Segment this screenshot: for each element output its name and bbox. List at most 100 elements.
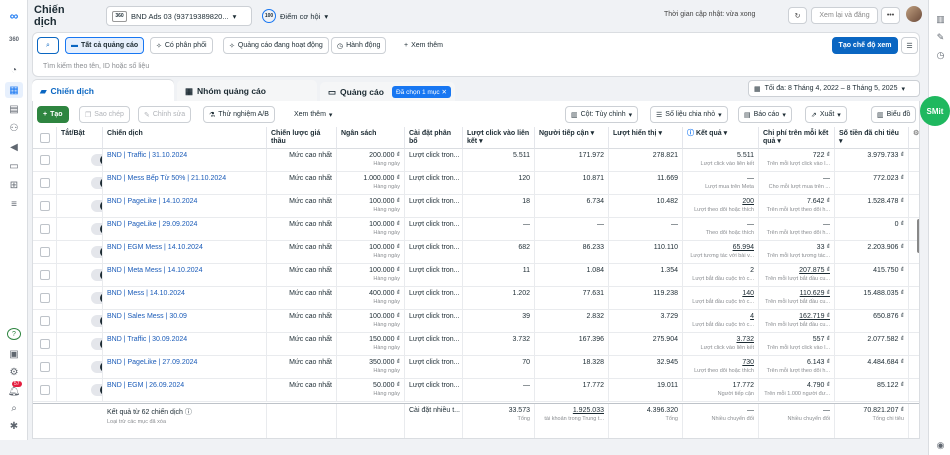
refresh-button[interactable]: ↻	[788, 7, 807, 24]
row-checkbox[interactable]	[40, 339, 50, 349]
export-button[interactable]: ⇗ Xuất ▾	[805, 106, 847, 123]
smit-floating-button[interactable]: SMit	[920, 96, 950, 126]
meta-logo-icon[interactable]: ∞	[9, 9, 19, 23]
header-attribution[interactable]: Cài đặt phân bổ	[405, 127, 463, 149]
filter-see-more[interactable]: + Xem thêm	[399, 37, 448, 54]
row-checkbox[interactable]	[40, 385, 50, 395]
create-button[interactable]: + Tạo	[37, 106, 69, 123]
on-off-toggle[interactable]	[91, 292, 102, 304]
reports-button[interactable]: ▤ Báo cáo ▾	[738, 106, 792, 123]
table-row[interactable]: BND | Mess Bếp Từ 50% | 21.10.2024 Mức ca…	[33, 172, 919, 195]
clock-icon[interactable]: ◷	[936, 50, 945, 60]
search-icon[interactable]: ⌕	[11, 402, 17, 414]
table-row[interactable]: BND | PageLike | 29.09.2024 Mức cao nhất 1…	[33, 218, 919, 241]
header-impressions[interactable]: Lượt hiển thị ▾	[609, 127, 683, 149]
row-checkbox[interactable]	[40, 362, 50, 372]
header-link-clicks[interactable]: Lượt click vào liên kết ▾	[463, 127, 535, 149]
date-range-picker[interactable]: ▦ Tối đa: 8 Tháng 4, 2022 – 8 Tháng 5, 20…	[748, 80, 920, 97]
pages-icon[interactable]: ▤	[9, 103, 19, 115]
table-row[interactable]: BND | PageLike | 14.10.2024 Mức cao nhất 1…	[33, 195, 919, 218]
on-off-toggle[interactable]	[91, 200, 102, 212]
header-budget[interactable]: Ngân sách	[337, 127, 405, 149]
header-onoff[interactable]: Tắt/Bật	[57, 127, 103, 149]
menu-icon[interactable]: ≡	[11, 198, 17, 210]
breakdown-button[interactable]: ☰ Số liệu chia nhỏ ▾	[650, 106, 728, 123]
search-input[interactable]: Tìm kiếm theo tên, ID hoặc số liệu	[43, 63, 150, 70]
on-off-toggle[interactable]	[91, 246, 102, 258]
header-reach[interactable]: Người tiếp cận ▾	[535, 127, 609, 149]
filter-settings-button[interactable]: ☰	[901, 37, 918, 54]
on-off-toggle[interactable]	[91, 269, 102, 281]
selected-chip[interactable]: Đã chọn 1 mục ✕	[391, 86, 451, 98]
campaign-name-link[interactable]: BND | PageLike | 27.09.2024	[107, 359, 198, 366]
header-campaign[interactable]: Chiến dịch	[103, 127, 267, 149]
on-off-toggle[interactable]	[91, 177, 102, 189]
on-off-toggle[interactable]	[91, 384, 102, 396]
tab-campaigns[interactable]: ▰ Chiến dịch	[32, 80, 174, 102]
tab-ads[interactable]: ▭ Quảng cáo Đã chọn 1 mục ✕	[320, 82, 455, 102]
on-off-toggle[interactable]	[91, 361, 102, 373]
bug-icon[interactable]: ✱	[9, 420, 19, 432]
campaign-name-link[interactable]: BND | Mess Bếp Từ 50% | 21.10.2024	[107, 175, 227, 182]
table-row[interactable]: BND | Sales Mess | 30.09 Mức cao nhất 100.…	[33, 310, 919, 333]
account-selector[interactable]: 360 BND Ads 03 (93719389820... ▾	[106, 6, 252, 26]
help-icon[interactable]: ?	[7, 328, 21, 340]
header-settings-icon[interactable]: ⚙	[909, 127, 919, 149]
on-off-toggle[interactable]	[91, 154, 102, 166]
header-cpr[interactable]: Chi phí trên mỗi kết quả ▾	[759, 127, 835, 149]
chart-icon[interactable]: ▥	[936, 14, 945, 24]
campaign-name-link[interactable]: BND | Meta Mess | 14.10.2024	[107, 267, 203, 274]
row-checkbox[interactable]	[40, 270, 50, 280]
campaigns-grid-icon[interactable]: ▦	[5, 82, 23, 98]
bell-icon[interactable]: 🔔︎	[7, 385, 21, 397]
account-icon[interactable]: 360	[8, 37, 19, 43]
close-icon[interactable]: ✕	[441, 89, 447, 96]
on-off-toggle[interactable]	[91, 338, 102, 350]
create-view-button[interactable]: Tạo chế độ xem	[832, 37, 898, 54]
review-publish-button[interactable]: Xem lại và đăng	[811, 7, 878, 24]
charts-button[interactable]: ▥ Biểu đồ	[871, 106, 917, 123]
table-row[interactable]: BND | EGM Mess | 14.10.2024 Mức cao nhất 1…	[33, 241, 919, 264]
row-checkbox[interactable]	[40, 201, 50, 211]
header-spent[interactable]: Số tiền đã chi tiêu ▾	[835, 127, 909, 149]
bookmark-icon[interactable]: ▣	[9, 348, 19, 360]
campaign-name-link[interactable]: BND | PageLike | 14.10.2024	[107, 198, 198, 205]
billing-icon[interactable]: ▭	[9, 160, 19, 172]
avatar[interactable]	[906, 6, 922, 22]
on-off-toggle[interactable]	[91, 223, 102, 235]
vertical-scrollbar[interactable]	[917, 219, 919, 253]
campaign-name-link[interactable]: BND | EGM Mess | 14.10.2024	[107, 244, 203, 251]
campaign-name-link[interactable]: BND | PageLike | 29.09.2024	[107, 221, 198, 228]
tab-adsets[interactable]: ▦ Nhóm quảng cáo	[177, 80, 317, 102]
row-checkbox[interactable]	[40, 224, 50, 234]
filter-actions[interactable]: ◷ Hành động	[331, 37, 387, 54]
filter-has-delivery[interactable]: ✧ Có phân phối	[150, 37, 213, 54]
campaign-name-link[interactable]: BND | Sales Mess | 30.09	[107, 313, 187, 320]
on-off-toggle[interactable]	[91, 315, 102, 327]
table-row[interactable]: BND | Traffic | 31.10.2024 Mức cao nhất 20…	[33, 149, 919, 172]
chat-icon[interactable]: ◉	[936, 440, 945, 450]
edit-button[interactable]: ✎ Chỉnh sửa	[138, 106, 192, 123]
header-bid[interactable]: Chiến lược giá thầu	[267, 127, 337, 149]
opportunity-score[interactable]: 100 Điểm cơ hội ▾	[262, 9, 328, 23]
more-actions-button[interactable]: Xem thêm ▾	[289, 106, 337, 123]
campaign-name-link[interactable]: BND | EGM | 26.09.2024	[107, 382, 185, 389]
audience-icon[interactable]: ⚇	[9, 122, 19, 134]
row-checkbox[interactable]	[40, 293, 50, 303]
table-row[interactable]: BND | EGM | 26.09.2024 Mức cao nhất 50.000…	[33, 379, 919, 402]
row-checkbox[interactable]	[40, 178, 50, 188]
more-options-button[interactable]: •••	[881, 7, 900, 24]
search-toggle-button[interactable]: ⌕	[37, 37, 59, 54]
row-checkbox[interactable]	[40, 155, 50, 165]
campaign-name-link[interactable]: BND | Mess | 14.10.2024	[107, 290, 185, 297]
select-all-checkbox[interactable]	[40, 133, 50, 143]
columns-button[interactable]: ▥ Cột: Tùy chỉnh ▾	[565, 106, 639, 123]
megaphone-icon[interactable]: ◀	[10, 141, 18, 153]
campaign-name-link[interactable]: BND | Traffic | 31.10.2024	[107, 152, 188, 159]
filter-active-ads[interactable]: ✧ Quảng cáo đang hoạt động	[223, 37, 329, 54]
pencil-icon[interactable]: ✎	[936, 32, 945, 42]
table-row[interactable]: BND | Mess | 14.10.2024 Mức cao nhất 400.0…	[33, 287, 919, 310]
header-results[interactable]: ⓘ Kết quả ▾	[683, 127, 759, 149]
dashboard-icon[interactable]: ◔	[10, 64, 18, 76]
table-row[interactable]: BND | PageLike | 27.09.2024 Mức cao nhất 3…	[33, 356, 919, 379]
